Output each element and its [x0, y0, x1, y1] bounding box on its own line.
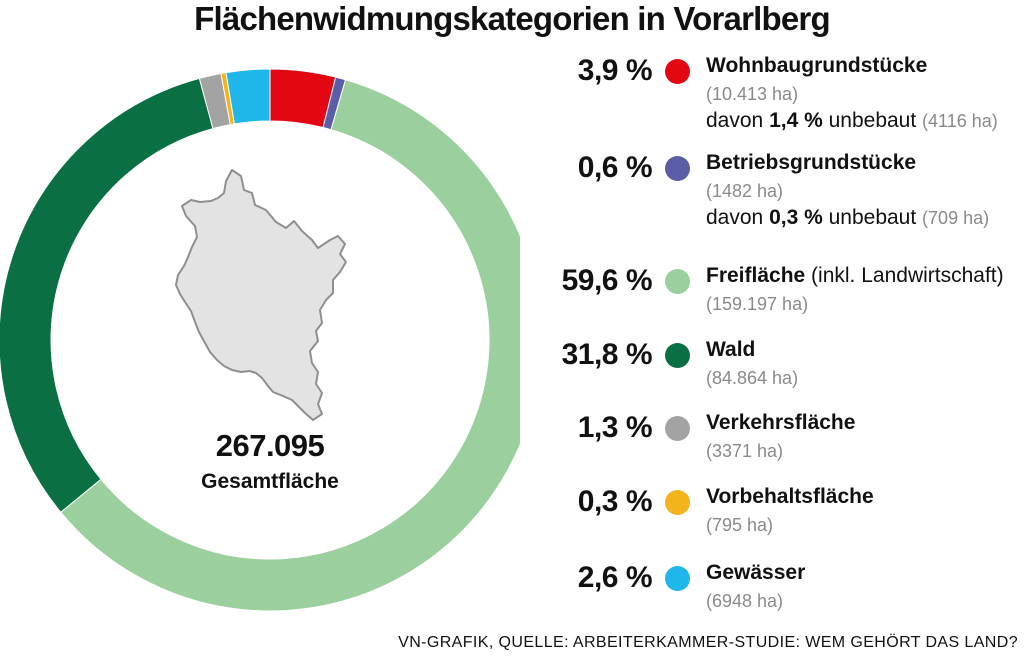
total-area-label: Gesamtfläche	[201, 470, 339, 493]
legend-label: Gewässer	[706, 561, 806, 584]
legend-subnote: davon 1,4 % unbebaut (4116 ha)	[706, 109, 998, 132]
legend-swatch	[665, 156, 690, 181]
donut-slice-2	[60, 79, 520, 612]
legend-label-suffix: (inkl. Landwirtschaft)	[805, 264, 1004, 287]
donut-chart	[0, 68, 520, 612]
legend-swatch	[665, 59, 690, 84]
legend-percent: 1,3 %	[577, 411, 653, 444]
legend-label: Wohnbaugrundstücke	[706, 54, 928, 77]
legend-percent: 59,6 %	[561, 264, 653, 297]
legend-hectares: (10.413 ha)	[706, 84, 799, 104]
legend-percent: 0,6 %	[577, 151, 653, 184]
legend-label: Wald	[706, 338, 756, 361]
legend-hectares: (84.864 ha)	[706, 368, 799, 388]
legend-label: Vorbehaltsfläche	[706, 485, 874, 508]
legend-label: Verkehrsfläche	[706, 411, 856, 434]
legend-hectares: (6948 ha)	[706, 591, 784, 611]
source-note: VN-GRAFIK, QUELLE: ARBEITERKAMMER-STUDIE…	[398, 634, 1018, 651]
legend-percent: 3,9 %	[577, 54, 653, 87]
legend-hectares: (1482 ha)	[706, 181, 784, 201]
legend-swatch	[665, 343, 690, 368]
donut-slices	[0, 68, 520, 612]
legend-percent: 0,3 %	[577, 485, 653, 518]
legend-subnote: davon 0,3 % unbebaut (709 ha)	[706, 206, 990, 229]
legend-hectares: (159.197 ha)	[706, 294, 809, 314]
total-area-value: 267.095	[215, 428, 325, 463]
donut-slice-6	[225, 68, 271, 125]
legend-swatch	[665, 269, 690, 294]
legend-swatch	[665, 566, 690, 591]
legend-swatch	[665, 490, 690, 515]
legend-percent: 2,6 %	[577, 561, 653, 594]
legend-swatch	[665, 416, 690, 441]
vorarlberg-map-icon	[175, 169, 347, 421]
donut-slice-3	[0, 77, 214, 513]
legend-label: Freifläche	[706, 264, 806, 287]
legend-percent: 31,8 %	[561, 338, 653, 371]
chart-title: Flächenwidmungskategorien in Vorarlberg	[194, 0, 830, 37]
legend-label: Betriebsgrundstücke	[706, 151, 917, 174]
legend-hectares: (795 ha)	[706, 515, 774, 535]
legend-hectares: (3371 ha)	[706, 441, 784, 461]
